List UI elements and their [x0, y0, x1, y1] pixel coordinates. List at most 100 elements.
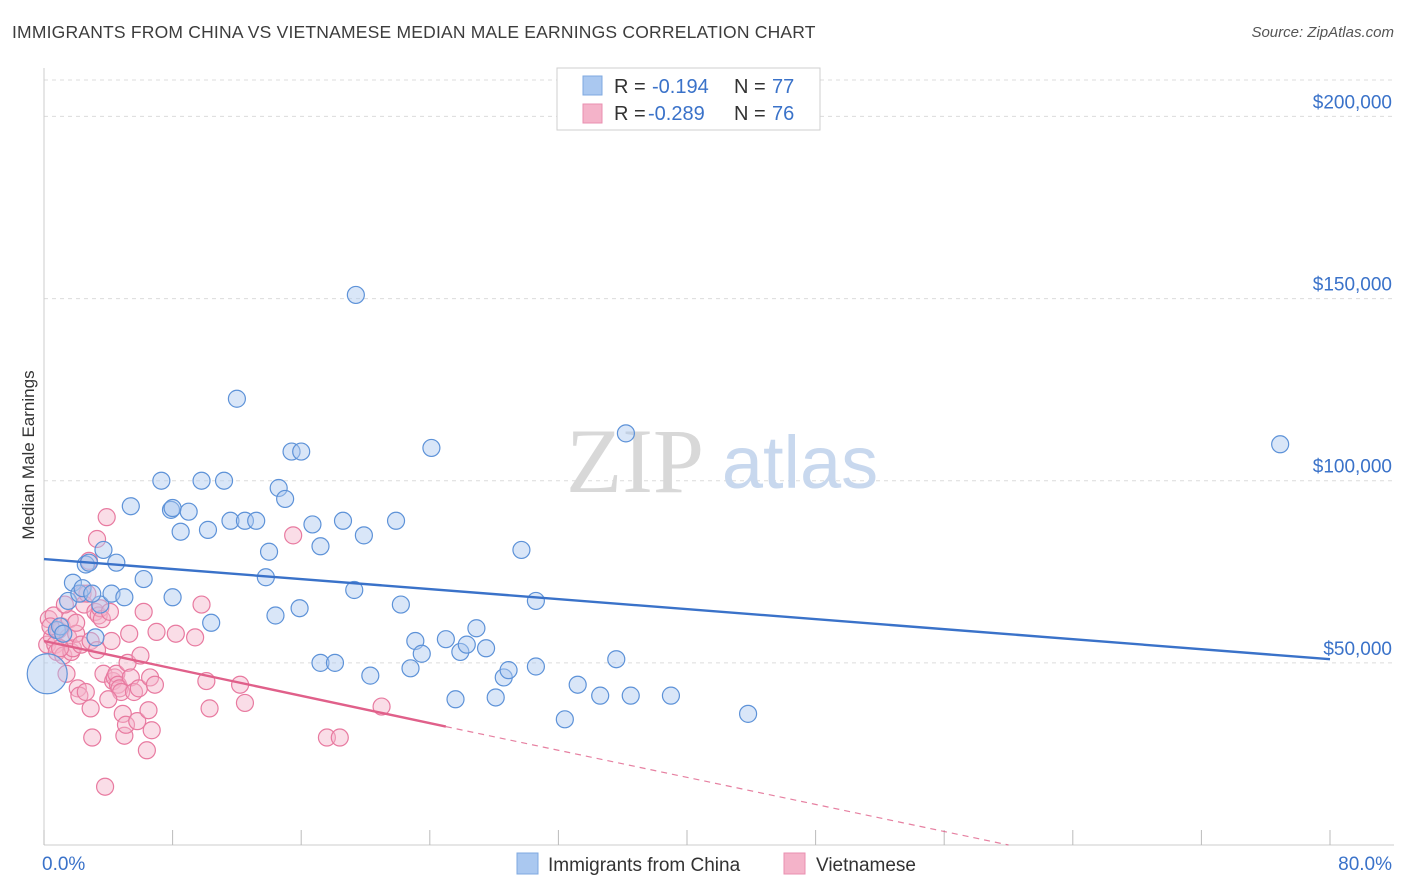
- chart-title: IMMIGRANTS FROM CHINA VS VIETNAMESE MEDI…: [12, 22, 816, 42]
- china-point-43: [333, 511, 353, 530]
- china-point-7: [76, 555, 95, 574]
- y-tick-label-0: $50,000: [1323, 639, 1392, 660]
- china-point-44: [345, 580, 364, 600]
- china-point-13: [107, 553, 126, 572]
- vietnamese-point-43: [116, 715, 136, 734]
- watermark-zip: ZIP: [566, 410, 704, 512]
- china-point-20: [163, 498, 182, 518]
- y-axis-title: Median Male Earnings: [19, 370, 38, 539]
- china-point-36: [282, 442, 301, 461]
- china-point-24: [198, 520, 218, 539]
- vietnamese-point-9: [57, 664, 76, 683]
- vietnamese-point-53: [139, 701, 158, 720]
- vietnamese-point-48: [128, 712, 147, 731]
- china-point-45: [346, 285, 365, 305]
- china-point-3: [59, 591, 78, 611]
- china-point-17: [121, 497, 140, 516]
- bottom-legend-swatch-china: [516, 852, 539, 875]
- china-point-39: [303, 515, 322, 534]
- china-point-0: [26, 653, 68, 695]
- vietnamese-point-62: [200, 699, 219, 718]
- x-tick-label-1: 80.0%: [1338, 854, 1392, 875]
- china-point-30: [247, 511, 266, 530]
- china-point-52: [412, 644, 431, 663]
- vietnamese-point-60: [192, 595, 211, 614]
- vietnamese-trend-extension: [445, 726, 1009, 846]
- china-trend-line: [43, 557, 1331, 661]
- china-point-59: [476, 639, 496, 658]
- vietnamese-point-33: [100, 602, 120, 621]
- china-point-66: [555, 710, 574, 729]
- china-point-9: [86, 628, 105, 647]
- china-point-21: [171, 522, 190, 541]
- watermark: ZIP atlas: [566, 410, 878, 512]
- y-tick-labels: $50,000 $100,000 $150,000 $200,000: [1313, 92, 1392, 659]
- legend-r-value-china: -0.194: [652, 76, 709, 98]
- vietnamese-trend-line: [43, 639, 447, 728]
- china-point-53: [422, 438, 441, 458]
- china-point-11: [94, 540, 113, 560]
- china-point-46: [354, 526, 373, 545]
- china-point-23: [192, 471, 211, 490]
- china-point-18: [152, 471, 171, 490]
- legend-r-label-china: R =: [614, 76, 646, 98]
- vietnamese-point-24: [83, 728, 102, 747]
- china-point-41: [311, 653, 330, 672]
- legend-n-label-vietnamese: N =: [734, 103, 766, 125]
- vietnamese-point-64: [235, 693, 255, 713]
- legend-n-value-vietnamese: 76: [772, 103, 794, 125]
- y-tick-label-3: $200,000: [1313, 92, 1392, 113]
- vietnamese-point-41: [113, 704, 132, 723]
- china-point-73: [738, 704, 758, 723]
- china-point-65: [526, 657, 545, 676]
- vietnamese-point-56: [145, 675, 165, 694]
- china-point-27: [221, 511, 240, 530]
- china-point-16: [163, 588, 182, 607]
- legend-n-label-china: N =: [734, 76, 766, 98]
- china-point-63: [512, 540, 531, 560]
- china-point-32: [259, 542, 279, 561]
- legend: R = -0.194 N = 77 R = -0.289 N = 76: [556, 67, 821, 131]
- vietnamese-point-20: [76, 682, 95, 702]
- china-point-62: [499, 661, 518, 680]
- vietnamese-point-30: [94, 664, 113, 683]
- china-point-15: [134, 569, 153, 589]
- vietnamese-point-31: [95, 777, 115, 796]
- y-tick-label-2: $150,000: [1313, 275, 1392, 296]
- china-point-5: [70, 584, 89, 603]
- china-point-70: [616, 424, 636, 443]
- china-point-4: [63, 573, 83, 592]
- legend-swatch-china: [582, 75, 603, 96]
- vietnamese-point-23: [81, 699, 100, 718]
- china-point-28: [227, 389, 246, 408]
- china-point-76: [54, 624, 73, 643]
- vietnamese-point-51: [134, 602, 153, 621]
- china-point-26: [202, 613, 221, 632]
- china-point-25: [214, 471, 234, 490]
- china-point-58: [467, 619, 486, 638]
- china-point-60: [486, 688, 505, 707]
- china-point-74: [1271, 435, 1290, 454]
- bottom-legend-label-vietnamese: Vietnamese: [816, 855, 916, 876]
- china-point-40: [311, 537, 330, 556]
- china-point-67: [568, 675, 587, 694]
- china-point-33: [266, 606, 285, 625]
- china-point-75: [83, 584, 102, 603]
- bottom-legend-swatch-vietnamese: [783, 852, 806, 875]
- vietnamese-point-59: [186, 628, 205, 647]
- china-point-35: [276, 489, 295, 509]
- vietnamese-point-67: [330, 728, 349, 747]
- vietnamese-point-26: [87, 529, 107, 549]
- china-point-14: [115, 588, 134, 607]
- vietnamese-point-57: [147, 622, 166, 641]
- china-point-50: [401, 659, 420, 678]
- vietnamese-point-58: [166, 624, 185, 643]
- bottom-legend: Immigrants from China Vietnamese: [516, 852, 916, 876]
- vietnamese-point-45: [120, 624, 139, 643]
- y-tick-label-1: $100,000: [1313, 457, 1392, 478]
- china-point-69: [607, 650, 626, 669]
- legend-n-value-china: 77: [772, 76, 794, 98]
- vietnamese-point-55: [142, 721, 161, 740]
- china-point-49: [391, 595, 410, 614]
